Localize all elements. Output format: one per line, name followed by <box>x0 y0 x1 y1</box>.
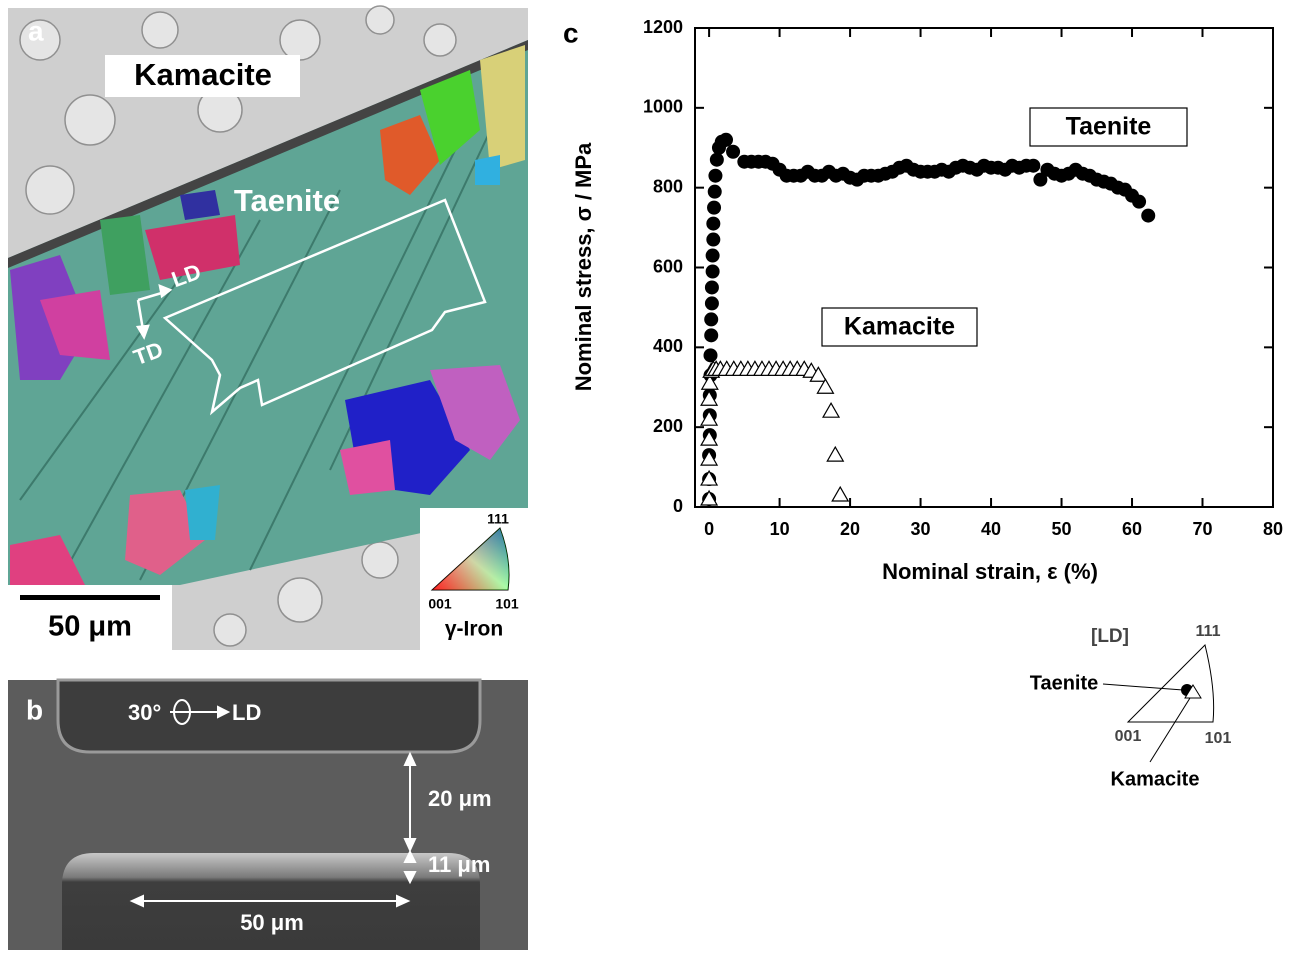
scale-label: 50 μm <box>48 611 132 643</box>
x-tick-label: 50 <box>1052 519 1072 539</box>
data-point <box>706 264 720 278</box>
data-point <box>705 280 719 294</box>
plot-frame <box>695 28 1273 507</box>
panel-label: b <box>26 694 43 725</box>
phase-label: Taenite <box>234 183 340 218</box>
figure: a Kamacite Taenite LD TD 50 μm 111 001 1… <box>0 0 1302 950</box>
data-point <box>706 217 720 231</box>
inset-label: Kamacite <box>1111 768 1200 790</box>
panel-b: b 30° LD 20 μm 11 μm 50 μm <box>8 680 528 950</box>
y-tick-label: 0 <box>673 496 683 516</box>
dimension-label: 20 μm <box>428 786 492 811</box>
data-point <box>1141 209 1155 223</box>
inset-label: Taenite <box>1030 672 1099 694</box>
inset-label: [LD] <box>1091 626 1129 647</box>
scale-bar <box>20 595 160 600</box>
angle-label: 30° <box>128 700 161 725</box>
y-tick-label: 1000 <box>643 97 683 117</box>
data-point <box>823 403 839 417</box>
panel-c: c Nominal strain, ε (%) Nominal stress, … <box>563 17 1283 584</box>
leader <box>1103 684 1183 690</box>
inset-label: 111 <box>1196 623 1221 640</box>
data-point <box>726 145 740 159</box>
ipf-label: 001 <box>428 596 452 612</box>
x-tick-label: 70 <box>1192 519 1212 539</box>
series-label: Taenite <box>1066 113 1152 141</box>
series-label: Kamacite <box>844 313 955 341</box>
direction-label: LD <box>232 700 261 725</box>
y-tick-label: 400 <box>653 336 683 356</box>
dimension-label: 50 μm <box>240 910 304 935</box>
data-point <box>706 233 720 247</box>
data-point <box>832 487 848 501</box>
data-point <box>705 296 719 310</box>
inset-label: 101 <box>1205 730 1232 747</box>
data-point <box>708 185 722 199</box>
x-tick-label: 0 <box>704 519 714 539</box>
data-point <box>708 169 722 183</box>
y-tick-label: 200 <box>653 416 683 436</box>
data-point <box>1026 159 1040 173</box>
x-tick-label: 10 <box>770 519 790 539</box>
panel-a: a Kamacite Taenite LD TD 50 μm 111 001 1… <box>8 6 528 650</box>
data-point <box>706 249 720 263</box>
data-point <box>719 133 733 147</box>
data-point <box>1132 195 1146 209</box>
y-tick-label: 1200 <box>643 17 683 37</box>
y-tick-label: 600 <box>653 256 683 276</box>
dimension-label: 11 μm <box>428 852 490 877</box>
y-axis-label: Nominal stress, σ / MPa <box>571 142 596 391</box>
ipf-label: 111 <box>487 511 509 527</box>
y-tick-label: 800 <box>653 176 683 196</box>
x-tick-label: 60 <box>1122 519 1142 539</box>
ipf-phase: γ-Iron <box>445 618 503 641</box>
phase-label: Kamacite <box>134 57 272 92</box>
ipf-inset: [LD] 111 001 101 Taenite Kamacite <box>1030 623 1232 790</box>
data-point <box>704 328 718 342</box>
x-tick-label: 30 <box>911 519 931 539</box>
ipf-triangle <box>1128 645 1214 722</box>
data-point <box>707 201 721 215</box>
x-axis-label: Nominal strain, ε (%) <box>882 559 1098 584</box>
panel-label: c <box>563 17 579 48</box>
x-tick-label: 20 <box>840 519 860 539</box>
panel-label: a <box>28 15 44 46</box>
notch <box>58 680 480 752</box>
x-tick-label: 40 <box>981 519 1001 539</box>
data-point <box>827 447 843 461</box>
ipf-label: 101 <box>495 596 519 612</box>
data-point <box>710 153 724 167</box>
leader <box>1150 698 1190 762</box>
x-tick-label: 80 <box>1263 519 1283 539</box>
data-point <box>704 312 718 326</box>
inset-label: 001 <box>1115 728 1142 745</box>
data-point <box>704 348 718 362</box>
